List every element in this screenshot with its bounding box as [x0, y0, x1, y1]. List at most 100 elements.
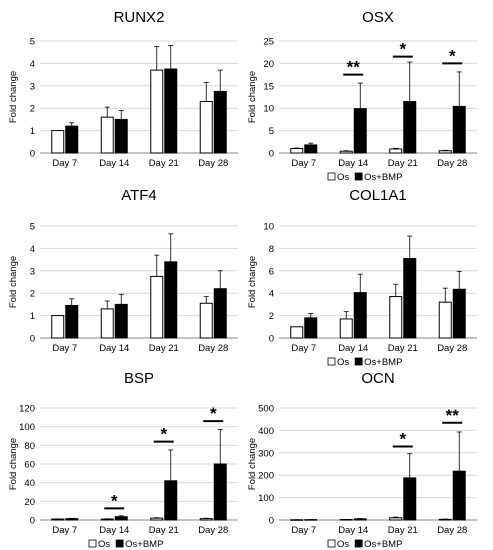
- bar-os-bmp-day-28: [452, 288, 466, 339]
- y-tick-label: 0: [30, 334, 35, 345]
- bar-os-day-28: [438, 301, 452, 339]
- legend-swatch-os-bmp: [115, 539, 124, 548]
- chart-title: OCN: [361, 370, 394, 387]
- bar-os-bmp-day-14: [353, 108, 367, 154]
- x-category-label: Day 21: [388, 158, 418, 169]
- legend-label: Os+BMP: [364, 172, 402, 183]
- y-tick-label: 20: [24, 497, 35, 508]
- legend-swatch-os-bmp: [354, 357, 363, 366]
- bar-os-bmp-day-7: [304, 317, 318, 339]
- x-category-label: Day 7: [291, 158, 316, 169]
- significance-marker: *: [160, 425, 167, 444]
- bar-os-day-21: [389, 517, 403, 521]
- y-tick-label: 3: [30, 81, 35, 92]
- significance-marker: **: [347, 58, 361, 77]
- y-tick-label: 100: [258, 493, 274, 504]
- bar-os-day-21: [389, 296, 403, 339]
- y-tick-label: 5: [269, 126, 274, 137]
- y-tick-label: 200: [258, 471, 274, 482]
- legend-swatch-os: [88, 539, 97, 548]
- y-tick-label: 20: [263, 59, 274, 70]
- y-tick-label: 25: [263, 37, 274, 48]
- x-category-label: Day 14: [338, 158, 368, 169]
- legend-swatch-os: [327, 172, 336, 181]
- bar-os-day-7: [290, 148, 304, 154]
- x-category-label: Day 14: [338, 343, 368, 354]
- x-category-label: Day 21: [149, 343, 179, 354]
- y-tick-label: 1: [30, 311, 35, 322]
- x-category-label: Day 21: [149, 158, 179, 169]
- legend-swatch-os-bmp: [354, 172, 363, 181]
- bar-os-day-28: [199, 100, 213, 154]
- bar-os-day-28: [438, 150, 452, 154]
- x-category-label: Day 14: [99, 343, 129, 354]
- chart-title: ATF4: [121, 187, 157, 204]
- x-category-label: Day 7: [291, 343, 316, 354]
- bar-os-bmp-day-7: [65, 518, 79, 521]
- significance-marker: *: [210, 404, 217, 423]
- y-tick-label: 0: [269, 149, 274, 160]
- chart-panel-col1a1: COL1A1 0 2 4 6 8 10 Fold change Day 7 Day 14 Day 2…: [247, 187, 477, 368]
- chart-title: RUNX2: [114, 9, 165, 26]
- bar-os-bmp-day-21: [164, 68, 178, 154]
- bar-os-day-14: [339, 150, 353, 154]
- bar-os-day-21: [150, 275, 164, 339]
- bar-os-bmp-day-7: [65, 305, 79, 339]
- significance-marker: *: [449, 46, 456, 65]
- y-tick-label: 5: [30, 222, 35, 233]
- chart-panel-bsp: BSP 0 20 40 60 80 100 120 Fold change Day 7 Day 14…: [8, 370, 238, 550]
- x-category-label: Day 14: [99, 525, 129, 536]
- bar-os-bmp-day-28: [213, 90, 227, 154]
- y-tick-label: 100: [19, 422, 35, 433]
- bar-os-bmp-day-28: [213, 463, 227, 521]
- legend-label: Os: [98, 539, 110, 550]
- y-axis-label: Fold change: [8, 438, 19, 490]
- legend-label: Os: [337, 172, 349, 183]
- x-category-label: Day 21: [388, 343, 418, 354]
- y-axis-label: Fold change: [247, 71, 258, 123]
- y-tick-label: 5: [30, 37, 35, 48]
- significance-marker: *: [111, 491, 118, 510]
- significance-marker: *: [399, 40, 406, 59]
- y-tick-label: 0: [269, 334, 274, 345]
- x-category-label: Day 28: [437, 158, 467, 169]
- bar-os-bmp-day-14: [114, 516, 128, 521]
- y-tick-label: 0: [30, 149, 35, 160]
- bar-os-bmp-day-7: [304, 144, 318, 154]
- chart-panel-atf4: ATF4 0 1 2 3 4 5 Fold change Day 7 Day 14 Day 21 Da…: [8, 187, 238, 354]
- legend-label: Os: [337, 357, 349, 368]
- y-tick-label: 500: [258, 404, 274, 415]
- x-category-label: Day 28: [198, 343, 228, 354]
- y-tick-label: 10: [263, 222, 274, 233]
- bar-os-bmp-day-21: [164, 261, 178, 339]
- bar-os-bmp-day-21: [403, 477, 417, 521]
- legend-label: Os: [337, 539, 349, 550]
- bar-os-day-7: [51, 130, 65, 154]
- x-category-label: Day 14: [99, 158, 129, 169]
- bar-os-day-14: [339, 318, 353, 339]
- bar-os-day-7: [51, 315, 65, 339]
- y-tick-label: 4: [30, 59, 35, 70]
- chart-panel-runx2: RUNX2 0 1 2 3 4 5 Fold change Day 7 Day 14 Day 21 D…: [8, 9, 238, 169]
- bar-os-day-14: [100, 116, 114, 154]
- bar-os-bmp-day-14: [114, 118, 128, 154]
- significance-marker: **: [446, 406, 460, 425]
- chart-panel-ocn: OCN 0 100 200 300 400 500 Fold change Day 7 Day 1…: [247, 370, 477, 550]
- bar-os-day-21: [150, 517, 164, 521]
- y-tick-label: 15: [263, 81, 274, 92]
- y-axis-label: Fold change: [8, 71, 19, 123]
- bar-os-bmp-day-14: [114, 303, 128, 339]
- legend-label: Os+BMP: [364, 357, 402, 368]
- y-axis-label: Fold change: [8, 256, 19, 308]
- x-category-label: Day 14: [338, 525, 368, 536]
- y-tick-label: 2: [30, 289, 35, 300]
- bar-os-bmp-day-14: [353, 292, 367, 339]
- x-category-label: Day 28: [437, 525, 467, 536]
- significance-marker: *: [399, 430, 406, 449]
- bar-os-bmp-day-21: [164, 480, 178, 521]
- y-tick-label: 0: [269, 516, 274, 527]
- legend-swatch-os: [327, 539, 336, 548]
- legend-swatch-os-bmp: [354, 539, 363, 548]
- legend-label: Os+BMP: [364, 539, 402, 550]
- y-tick-label: 3: [30, 266, 35, 277]
